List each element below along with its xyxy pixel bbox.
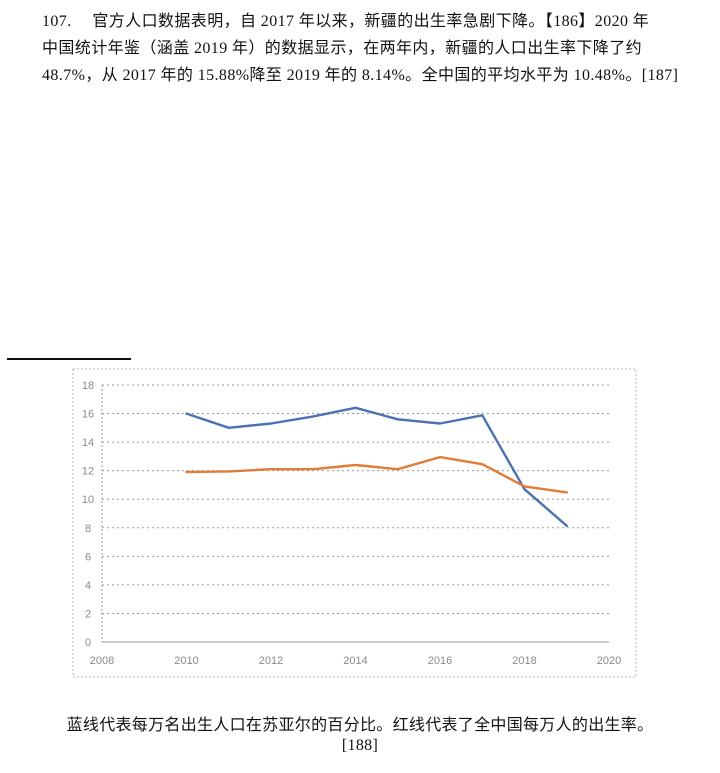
data-point-xinjiang xyxy=(396,418,399,421)
data-point-xinjiang xyxy=(481,414,484,417)
data-point-xinjiang xyxy=(227,426,230,429)
data-point-china xyxy=(481,463,484,466)
data-point-xinjiang xyxy=(354,406,357,409)
figure-caption-reference: [188] xyxy=(341,737,379,754)
data-point-xinjiang xyxy=(312,415,315,418)
data-point-china xyxy=(270,468,272,471)
data-point-china xyxy=(439,456,441,459)
data-point-xinjiang xyxy=(523,488,526,491)
data-point-china xyxy=(185,471,188,473)
data-point-xinjiang xyxy=(185,412,188,415)
y-tick-label: 12 xyxy=(82,466,94,478)
data-point-china xyxy=(312,468,315,471)
data-point-china xyxy=(227,470,230,473)
series-line-xinjiang xyxy=(185,406,568,528)
chart-frame xyxy=(72,368,637,678)
paragraph-line: 107. 官方人口数据表明，自 2017 年以来，新疆的出生率急剧下降。【186… xyxy=(42,13,650,30)
y-tick-label: 6 xyxy=(85,551,91,563)
birth-rate-chart: 0 2 4 6 8 10 12 14 16 18 2008 2010 2012 2014 2016 2018 2… xyxy=(72,368,637,678)
paragraph-107: 107. 官方人口数据表明，自 2017 年以来，新疆的出生率急剧下降。【186… xyxy=(42,8,692,89)
y-tick-label: 14 xyxy=(82,437,94,449)
x-tick-label: 2020 xyxy=(597,655,621,667)
x-tick-label: 2018 xyxy=(512,655,536,667)
figure-caption: 蓝线代表每万名出生人口在苏亚尔的百分比。红线代表了全中国每万人的出生率。 xyxy=(66,717,654,734)
paragraph-line: 48.7%，从 2017 年的 15.88%降至 2019 年的 8.14%。全… xyxy=(42,67,679,84)
y-tick-label: 2 xyxy=(85,608,91,620)
y-tick-label: 10 xyxy=(82,494,94,506)
y-tick-label: 18 xyxy=(82,380,94,392)
x-tick-label: 2012 xyxy=(259,655,283,667)
data-point-china xyxy=(396,468,399,471)
data-point-china xyxy=(523,485,526,488)
chart-svg: 0 2 4 6 8 10 12 14 16 18 2008 2010 2012 2014 2016 2018 2… xyxy=(72,368,637,678)
y-tick-label: 0 xyxy=(85,637,91,649)
data-point-xinjiang xyxy=(270,422,272,425)
data-point-china xyxy=(565,491,568,494)
y-tick-label: 4 xyxy=(85,580,91,592)
data-point-china xyxy=(354,464,357,466)
data-point-xinjiang xyxy=(565,524,568,527)
x-tick-label: 2008 xyxy=(90,655,114,667)
x-tick-label: 2010 xyxy=(174,655,198,667)
data-point-xinjiang xyxy=(439,422,441,425)
footnote-separator-rule xyxy=(7,358,131,360)
x-tick-label: 2016 xyxy=(428,655,452,667)
series-line-china xyxy=(185,455,568,494)
y-tick-label: 8 xyxy=(85,523,91,535)
x-tick-label: 2014 xyxy=(343,655,367,667)
paragraph-line: 中国统计年鉴（涵盖 2019 年）的数据显示，在两年内，新疆的人口出生率下降了约 xyxy=(42,40,643,57)
y-tick-label: 16 xyxy=(82,409,94,421)
